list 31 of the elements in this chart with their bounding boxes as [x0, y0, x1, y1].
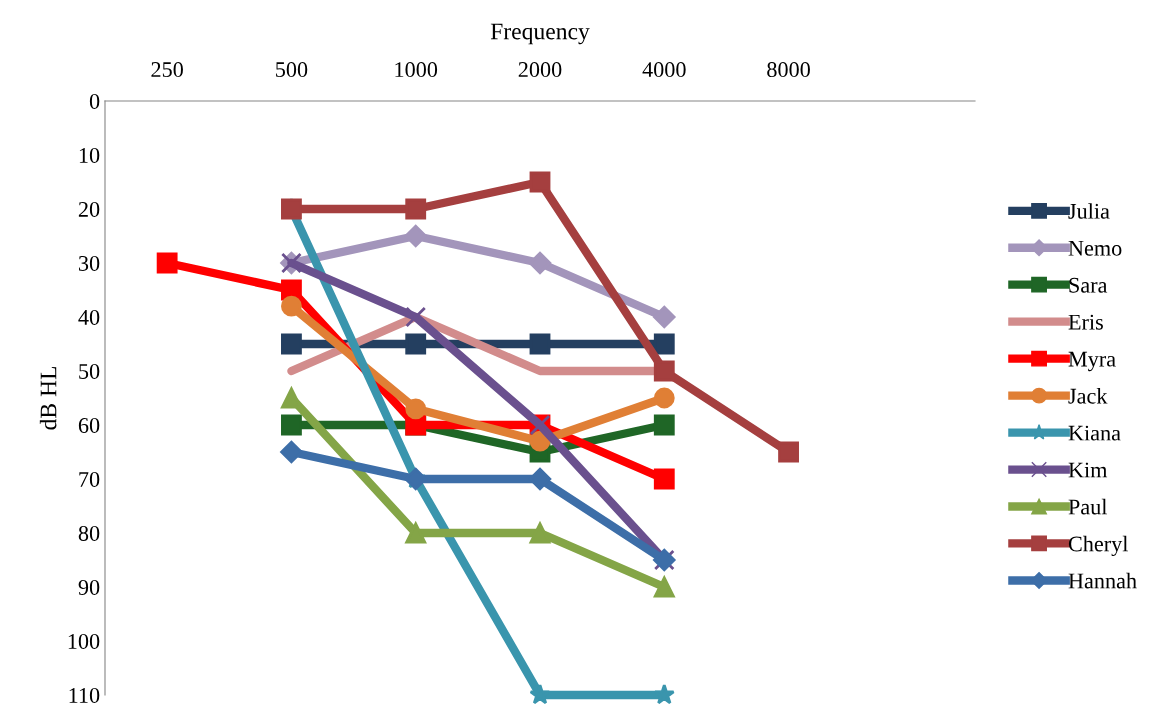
y-tick-label: 20	[78, 201, 100, 217]
y-tick-label: 50	[79, 363, 100, 379]
y-tick-label: 90	[78, 579, 100, 595]
y-tick-label: 80	[78, 525, 100, 541]
y-tick-label: 0	[89, 93, 100, 109]
legend-label: Jack	[1068, 387, 1108, 404]
legend-label: Cheryl	[1068, 535, 1128, 557]
x-tick-label: 500	[276, 62, 308, 78]
y-tick-label: 100	[68, 633, 100, 649]
x-tick-label: 1000	[395, 62, 438, 78]
legend-label: Nemo	[1068, 240, 1122, 256]
legend-label: Kiana	[1068, 425, 1121, 441]
y-tick-label: 70	[79, 471, 100, 487]
legend-label: Hannah	[1068, 572, 1137, 589]
y-tick-label: 60	[78, 417, 100, 433]
x-tick-label: 250	[151, 62, 183, 78]
legend-label: Kim	[1068, 462, 1108, 478]
x-tick-label: 4000	[642, 62, 686, 78]
legend-label: Paul	[1068, 498, 1108, 515]
y-tick-label: 110	[69, 687, 100, 703]
x-axis-title: Frequency	[490, 23, 590, 45]
y-axis-title: dB HL	[39, 366, 57, 430]
legend-label: Eris	[1068, 314, 1103, 330]
y-tick-label: 10	[79, 147, 100, 163]
legend-label: Julia	[1068, 203, 1110, 219]
x-tick-label: 2000	[518, 62, 562, 78]
legend-label: Sara	[1069, 277, 1108, 293]
y-tick-label: 40	[78, 309, 100, 325]
y-tick-label: 30	[78, 255, 100, 271]
legend-label: Myra	[1068, 351, 1116, 372]
x-tick-label: 8000	[767, 62, 810, 78]
